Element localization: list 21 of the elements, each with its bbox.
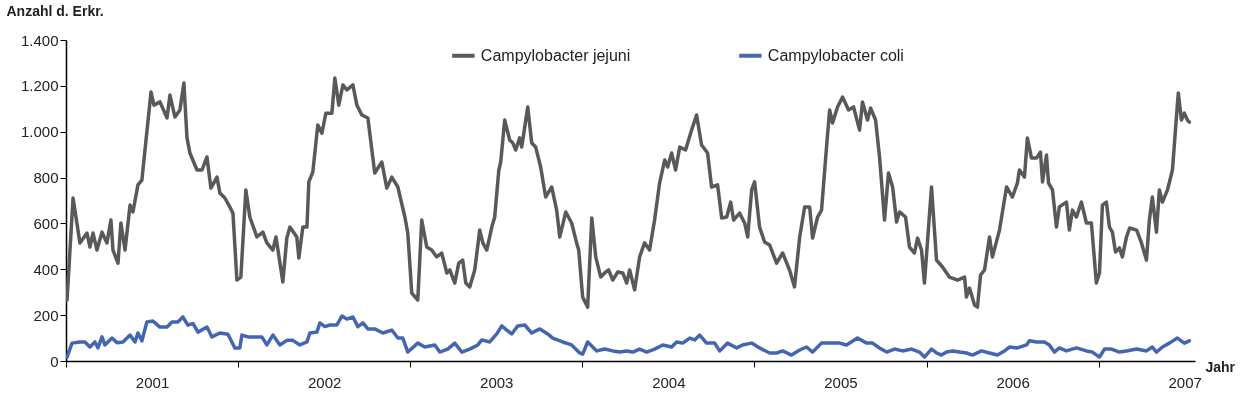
y-axis-title: Anzahl d. Erkr. bbox=[6, 2, 104, 19]
x-tick-label: 2006 bbox=[996, 373, 1030, 391]
x-tick-label: 2001 bbox=[135, 373, 170, 391]
y-tick-label: 1.400 bbox=[20, 31, 59, 49]
y-tick-label: 400 bbox=[33, 260, 59, 278]
x-tick-label: 2007 bbox=[1168, 373, 1202, 391]
x-tick-label: 2005 bbox=[824, 373, 858, 391]
x-tick-label: 2004 bbox=[652, 373, 686, 391]
y-tick-label: 0 bbox=[50, 352, 59, 370]
legend-label: Campylobacter jejuni bbox=[480, 46, 631, 64]
y-tick-label: 1.000 bbox=[20, 123, 59, 141]
y-tick-label: 1.200 bbox=[20, 77, 59, 95]
y-tick-label: 600 bbox=[33, 214, 59, 232]
x-tick-label: 2003 bbox=[480, 373, 514, 391]
line-series bbox=[66, 314, 1192, 359]
x-axis-title: Jahr bbox=[1205, 358, 1236, 375]
line-series bbox=[66, 76, 1192, 309]
y-tick-label: 800 bbox=[33, 169, 59, 187]
legend-label: Campylobacter coli bbox=[767, 46, 904, 64]
y-tick-label: 200 bbox=[33, 306, 59, 324]
x-tick-label: 2002 bbox=[307, 373, 342, 391]
